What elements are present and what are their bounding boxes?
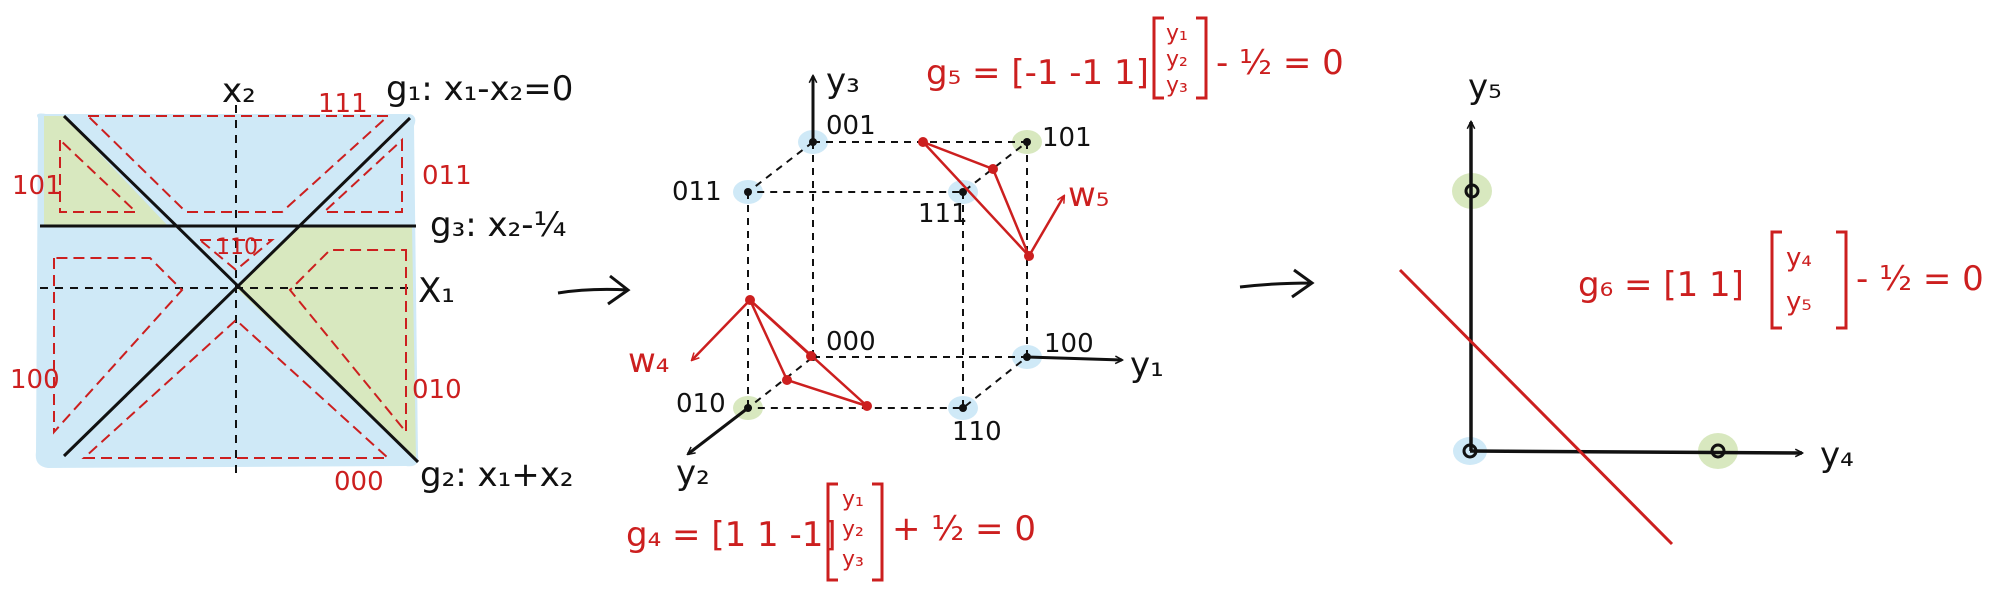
code-100: 100: [10, 365, 60, 395]
cube-edges: [745, 141, 1030, 409]
equation-g6-bracket-left: [1770, 230, 1782, 330]
equation-g4-bracket-left: [826, 482, 838, 582]
vertex-label-011: 011: [672, 177, 722, 207]
axis-label-y5: y₅: [1468, 67, 1502, 107]
equation-g4-lhs: g₄ = [1 1 -1]: [626, 515, 837, 555]
vertex-label-100: 100: [1044, 329, 1094, 359]
axis-y1: [1026, 357, 1122, 360]
equation-g4-vec-1: y₂: [842, 517, 864, 542]
code-011: 011: [422, 161, 472, 191]
label-g3: g₃: x₂-¼: [430, 205, 566, 245]
line-g6: [1398, 268, 1674, 546]
label-w5: w₅: [1068, 175, 1109, 215]
equation-g4-vec-2: y₃: [842, 547, 864, 572]
axis-y2: [688, 406, 749, 454]
vertex-label-101: 101: [1042, 123, 1092, 153]
equation-g6-lhs: g₆ = [1 1]: [1578, 265, 1744, 305]
panel-input-space: x₂ X₁ g₁: x₁-x₂=0 g₃: x₂-¼ g₂: x₁+x₂ 111…: [10, 69, 573, 497]
axis-label-y4: y₄: [1820, 435, 1854, 475]
equation-g4: g₄ = [1 1 -1] y₁ y₂ y₃ + ½ = 0: [626, 482, 1036, 582]
code-101: 101: [12, 171, 62, 201]
equation-g4-vec-0: y₁: [842, 487, 864, 512]
equation-g4-rhs: + ½ = 0: [892, 509, 1036, 549]
equation-g6-vec-0: y₄: [1786, 243, 1812, 273]
equation-g6-vec-1: y₅: [1786, 287, 1812, 317]
equation-g5-bracket-left: [1152, 16, 1164, 100]
plane-g5-points: [918, 137, 1034, 261]
equation-g4-bracket-right: [872, 482, 884, 582]
label-w4: w₄: [628, 341, 669, 381]
plane-g4-points: [745, 295, 872, 411]
code-000: 000: [334, 467, 384, 497]
equation-g5-vec-2: y₃: [1166, 73, 1188, 98]
vertex-label-110: 110: [952, 417, 1002, 447]
equation-g5: g₅ = [-1 -1 1] y₁ y₂ y₃ - ½ = 0: [926, 16, 1344, 100]
point-y5: [1464, 183, 1480, 199]
label-g2: g₂: x₁+x₂: [420, 455, 573, 495]
vertex-label-000: 000: [826, 327, 876, 357]
region-green-right: [236, 226, 416, 460]
label-x2: x₂: [222, 71, 256, 111]
plane-g5: [922, 140, 1064, 257]
code-010: 010: [412, 375, 462, 405]
equation-g6: g₆ = [1 1] y₄ y₅ - ½ = 0: [1578, 230, 1984, 330]
region-green-left: [44, 116, 168, 226]
cube-vertices: [744, 138, 1031, 412]
equation-g5-lhs: g₅ = [-1 -1 1]: [926, 53, 1149, 93]
point-origin: [1462, 443, 1478, 459]
panel-cube: 001 101 011 111 000 100 010 110 y₃ y₁ y₂: [626, 16, 1344, 582]
label-x1: X₁: [418, 271, 455, 311]
vertex-label-001: 001: [826, 111, 876, 141]
equation-g5-rhs: - ½ = 0: [1216, 43, 1344, 83]
arrow-panel1-to-panel2: [557, 274, 631, 306]
panel-output-space: y₅ y₄ g₆ = [1 1] y₄ y₅ - ½ = 0: [1398, 67, 1984, 546]
code-111: 111: [318, 89, 368, 119]
point-y4: [1710, 443, 1726, 459]
equation-g6-rhs: - ½ = 0: [1856, 259, 1984, 299]
equation-g6-bracket-right: [1836, 230, 1848, 330]
equation-g5-bracket-right: [1196, 16, 1208, 100]
vertex-label-111: 111: [918, 199, 968, 229]
vertex-label-010: 010: [676, 389, 726, 419]
axis-label-y3: y₃: [826, 61, 860, 101]
code-110: 110: [216, 235, 258, 260]
axis-y4: [1469, 451, 1802, 453]
equation-g5-vec-0: y₁: [1166, 21, 1188, 46]
region-outlines: [53, 115, 407, 459]
label-g1: g₁: x₁-x₂=0: [386, 69, 573, 109]
axis-label-y1: y₁: [1130, 345, 1164, 385]
line-g2: [62, 114, 420, 464]
arrow-panel2-to-panel3: [1239, 268, 1315, 299]
axis-label-y2: y₂: [676, 453, 710, 493]
equation-g5-vec-1: y₂: [1166, 47, 1188, 72]
